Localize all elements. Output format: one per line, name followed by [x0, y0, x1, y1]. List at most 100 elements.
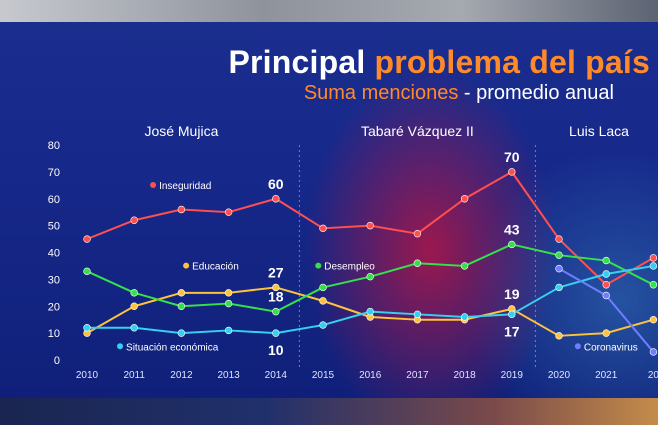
x-tick-label: 2017 — [406, 370, 429, 381]
title-part2: problema del país — [374, 44, 650, 80]
y-tick-label: 80 — [48, 140, 60, 152]
data-point-situacion — [460, 313, 469, 321]
data-point-inseguridad — [413, 229, 422, 238]
x-tick-label: 2019 — [501, 370, 524, 381]
data-point-inseguridad — [366, 221, 374, 230]
x-tick-label: 20 — [648, 370, 658, 381]
data-point-educacion — [602, 329, 610, 337]
data-point-desempleo — [366, 272, 374, 281]
x-tick-label: 2020 — [548, 370, 571, 381]
data-point-desempleo — [649, 281, 658, 289]
data-point-coronavirus — [555, 264, 563, 273]
y-tick-label: 70 — [48, 167, 60, 179]
data-point-situacion — [508, 310, 516, 319]
data-point-educacion — [319, 297, 327, 305]
data-point-desempleo — [272, 307, 280, 316]
data-point-educacion — [555, 332, 563, 340]
x-tick-label: 2012 — [170, 370, 193, 381]
data-point-educacion — [272, 283, 280, 292]
data-point-inseguridad — [83, 235, 91, 243]
data-point-situacion — [130, 324, 138, 332]
legend-label-inseguridad: Inseguridad — [159, 181, 211, 192]
data-point-situacion — [555, 283, 563, 292]
legend-label-educacion: Educación — [192, 262, 239, 273]
data-point-situacion — [83, 324, 91, 332]
x-tick-label: 2021 — [595, 370, 618, 381]
data-point-situacion — [319, 321, 327, 329]
data-point-inseguridad — [555, 235, 563, 243]
period-label: José Mujica — [144, 123, 218, 139]
data-point-inseguridad — [177, 205, 186, 214]
data-point-inseguridad — [224, 208, 233, 216]
data-point-inseguridad — [649, 254, 658, 262]
x-tick-label: 2018 — [453, 370, 476, 381]
data-point-inseguridad — [272, 195, 280, 203]
data-point-educacion — [130, 302, 138, 310]
data-point-situacion — [272, 329, 280, 337]
y-tick-label: 60 — [48, 194, 60, 206]
legend-label-desempleo: Desempleo — [324, 262, 375, 273]
subtitle-part1: Suma menciones — [303, 82, 459, 104]
legend-marker-inseguridad — [150, 182, 157, 188]
data-label: 18 — [268, 289, 284, 305]
data-point-coronavirus — [602, 291, 610, 300]
data-label: 19 — [504, 286, 520, 302]
data-point-inseguridad — [130, 216, 138, 224]
data-point-desempleo — [83, 267, 91, 276]
title-part1: Principal — [228, 44, 375, 80]
data-point-educacion — [224, 289, 233, 297]
legend-label-situacion: Situación económica — [126, 342, 219, 353]
data-label: 10 — [268, 342, 284, 358]
data-point-desempleo — [224, 299, 233, 308]
legend-label-coronavirus: Coronavirus — [584, 342, 638, 353]
top-band — [0, 0, 658, 22]
data-point-inseguridad — [602, 281, 610, 289]
y-tick-label: 20 — [48, 301, 60, 313]
data-point-desempleo — [130, 289, 138, 297]
data-point-desempleo — [413, 259, 422, 267]
x-tick-label: 2013 — [217, 370, 240, 381]
y-tick-label: 0 — [54, 355, 60, 367]
y-tick-label: 40 — [48, 248, 60, 260]
period-label: Tabaré Vázquez II — [361, 123, 474, 139]
data-point-desempleo — [602, 256, 610, 265]
x-tick-label: 2016 — [359, 370, 382, 381]
data-label: 17 — [504, 323, 520, 339]
chart-subtitle: Suma menciones - promedio anual — [304, 82, 614, 105]
data-label: 70 — [504, 149, 520, 165]
data-point-inseguridad — [319, 224, 327, 233]
x-tick-label: 2010 — [76, 370, 99, 381]
legend-marker-situacion — [117, 343, 124, 350]
data-point-situacion — [413, 310, 422, 319]
data-point-desempleo — [508, 240, 516, 249]
chart-title: Principal problema del país — [228, 44, 650, 81]
legend-marker-educacion — [183, 262, 190, 269]
data-point-situacion — [366, 307, 374, 316]
data-point-inseguridad — [508, 168, 516, 176]
data-point-inseguridad — [460, 195, 469, 203]
bottom-band — [0, 398, 658, 425]
data-point-desempleo — [555, 251, 563, 259]
data-point-desempleo — [177, 302, 186, 310]
data-point-educacion — [649, 315, 658, 324]
legend-marker-desempleo — [315, 262, 322, 269]
y-tick-label: 50 — [48, 221, 60, 233]
y-tick-label: 30 — [48, 274, 60, 286]
data-point-educacion — [177, 289, 186, 297]
data-point-desempleo — [319, 283, 327, 292]
data-point-coronavirus — [649, 348, 658, 356]
x-tick-label: 2011 — [123, 370, 145, 381]
data-label: 27 — [268, 264, 284, 280]
data-label: 60 — [268, 176, 284, 192]
data-point-situacion — [649, 262, 658, 270]
x-tick-label: 2014 — [265, 370, 288, 381]
data-point-situacion — [224, 326, 233, 335]
y-tick-label: 10 — [48, 328, 60, 340]
subtitle-part2: - promedio anual — [458, 82, 614, 104]
data-point-situacion — [602, 270, 610, 278]
data-point-situacion — [177, 329, 186, 337]
period-label: Luis Laca — [569, 123, 629, 139]
